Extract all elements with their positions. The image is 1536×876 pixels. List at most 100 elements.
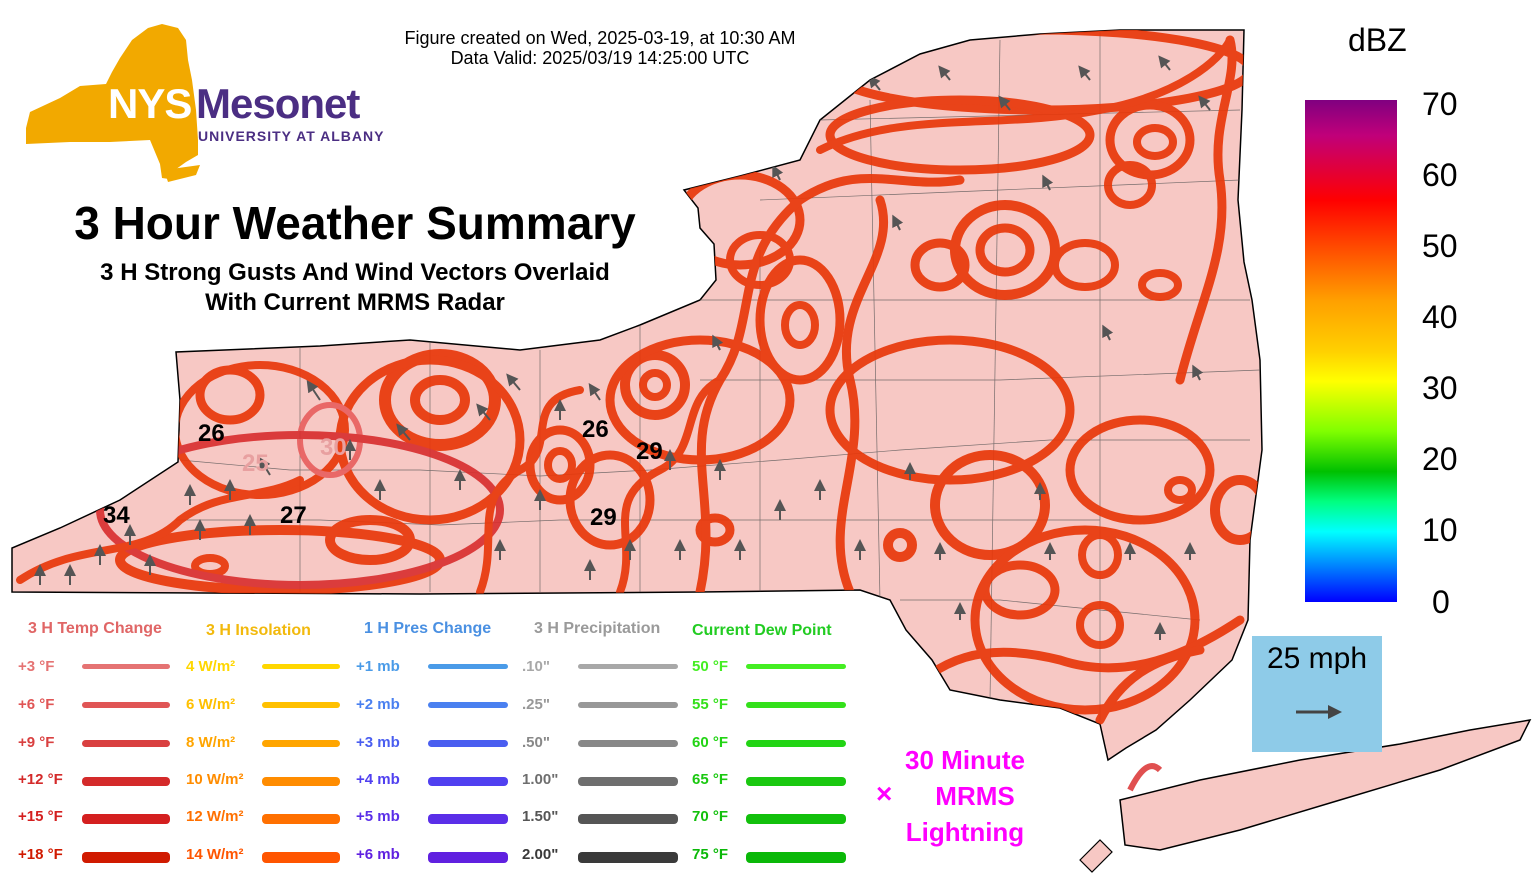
legend-dewpoint-line: [746, 664, 846, 669]
colorbar-tick: 30: [1422, 370, 1458, 406]
legend-insolation-label: 8 W/m²: [186, 734, 236, 751]
legend-precip-line: [578, 814, 678, 824]
gust-label: 34: [103, 502, 130, 529]
legend-insolation-line: [262, 814, 340, 824]
wind-scale-label: 25 mph: [1266, 642, 1368, 675]
legend-insolation-line: [262, 852, 340, 863]
legend-temp-line: [82, 740, 170, 748]
legend-pressure-label: +3 mb: [356, 734, 400, 751]
legend-temp-line: [82, 852, 170, 863]
lightning-line-3: Lightning: [905, 817, 1025, 847]
legend-dewpoint-line: [746, 777, 846, 786]
legend-pressure-label: +5 mb: [356, 808, 400, 825]
legend-insolation-line: [262, 702, 340, 709]
legend-temp-label: +3 °F: [18, 658, 55, 675]
legend-precip-line: [578, 702, 678, 709]
legend-temp-label: +15 °F: [18, 808, 63, 825]
legend-temp-line: [82, 814, 170, 824]
valid-line: Data Valid: 2025/03/19 14:25:00 UTC: [450, 48, 750, 68]
legend-precip-label: .10": [522, 658, 550, 675]
legend-dewpoint-header: Current Dew Point: [692, 622, 832, 639]
colorbar-tick: 10: [1422, 512, 1458, 548]
logo-university-text: UNIVERSITY AT ALBANY: [198, 128, 385, 144]
gust-label: 29: [636, 438, 663, 465]
gust-label: 26: [198, 420, 225, 447]
gust-label: 29: [590, 504, 617, 531]
created-line: Figure created on Wed, 2025-03-19, at 10…: [404, 28, 796, 48]
legend-precip-header: 3 H Precipitation: [534, 620, 661, 637]
legend-precip-label: 1.00": [522, 771, 559, 788]
legend-dewpoint-label: 70 °F: [692, 808, 729, 825]
legend-precip-line: [578, 777, 678, 786]
long-island-shape: [1119, 719, 1532, 851]
logo-mesonet-text: Mesonet: [196, 80, 360, 127]
lightning-line-2: MRMS: [935, 781, 1015, 811]
legend-dewpoint-label: 50 °F: [692, 658, 729, 675]
legend-insolation-label: 4 W/m²: [186, 658, 236, 675]
gust-label: 30: [320, 434, 347, 461]
staten-island-shape: [1079, 839, 1113, 873]
legend-precip-label: .50": [522, 734, 550, 751]
legend-dewpoint-line: [746, 740, 846, 748]
legend-insolation-label: 6 W/m²: [186, 696, 236, 713]
legend-temp-label: +6 °F: [18, 696, 55, 713]
legend-temp-line: [82, 777, 170, 786]
wind-scale-arrow-icon: [1296, 705, 1342, 719]
legend-temp-line: [82, 664, 170, 669]
legend-pressure-header: 1 H Pres Change: [364, 620, 492, 637]
legend-precip-label: 2.00": [522, 846, 559, 863]
colorbar-tick: 20: [1422, 441, 1458, 477]
colorbar-tick: 40: [1422, 299, 1458, 335]
gust-label: 27: [280, 502, 307, 529]
legend-pressure-line: [428, 814, 508, 824]
subtitle-line-1: 3 H Strong Gusts And Wind Vectors Overla…: [100, 259, 610, 286]
legend-pressure-label: +1 mb: [356, 658, 400, 675]
legend-pressure-label: +6 mb: [356, 846, 400, 863]
legend-precip-line: [578, 740, 678, 748]
logo-nys-text: NYS: [108, 80, 192, 127]
legend-precip-line: [578, 664, 678, 669]
legend-insolation-label: 10 W/m²: [186, 771, 244, 788]
legend-temp-label: +9 °F: [18, 734, 55, 751]
legend-dewpoint-label: 75 °F: [692, 846, 729, 863]
lightning-marker-icon: ×: [876, 778, 893, 809]
colorbar-unit: dBZ: [1348, 22, 1407, 58]
page-subtitle: 3 H Strong Gusts And Wind Vectors Overla…: [20, 258, 690, 318]
legend-insolation-label: 14 W/m²: [186, 846, 244, 863]
legend-dewpoint-label: 60 °F: [692, 734, 729, 751]
legend-insolation-line: [262, 777, 340, 786]
legend-dewpoint-label: 55 °F: [692, 696, 729, 713]
wind-scale-box: [1252, 636, 1382, 752]
figure-timestamp: Figure created on Wed, 2025-03-19, at 10…: [340, 28, 860, 68]
legend-pressure-line: [428, 740, 508, 748]
legend-pressure-label: +4 mb: [356, 771, 400, 788]
gust-label: 25: [242, 450, 269, 477]
gust-label: 26: [582, 416, 609, 443]
legend-pressure-line: [428, 664, 508, 669]
legend-insolation-line: [262, 740, 340, 748]
legend-insolation-header: 3 H Insolation: [206, 622, 311, 639]
legend-pressure-line: [428, 702, 508, 709]
colorbar-tick: 0: [1432, 584, 1450, 620]
legend-temp-label: +12 °F: [18, 771, 63, 788]
legend-dewpoint-label: 65 °F: [692, 771, 729, 788]
colorbar-tick: 60: [1422, 157, 1458, 193]
legend-insolation-line: [262, 664, 340, 669]
subtitle-line-2: With Current MRMS Radar: [205, 289, 505, 316]
legend-precip-label: .25": [522, 696, 550, 713]
page-title: 3 Hour Weather Summary: [74, 197, 636, 249]
legend-pressure-line: [428, 777, 508, 786]
radar-colorbar: [1305, 100, 1397, 602]
legend-temp-line: [82, 702, 170, 709]
logo-ny-silhouette: [26, 24, 198, 180]
legend-insolation-label: 12 W/m²: [186, 808, 244, 825]
colorbar-tick: 70: [1422, 86, 1458, 122]
legend-pressure-line: [428, 852, 508, 863]
legend-precip-label: 1.50": [522, 808, 559, 825]
legend-pressure-label: +2 mb: [356, 696, 400, 713]
legend-temp-label: +18 °F: [18, 846, 63, 863]
lightning-line-1: 30 Minute: [905, 745, 1025, 775]
legend-temp-header: 3 H Temp Change: [28, 620, 162, 637]
lightning-legend: 30 Minute MRMS Lightning: [880, 742, 1050, 850]
